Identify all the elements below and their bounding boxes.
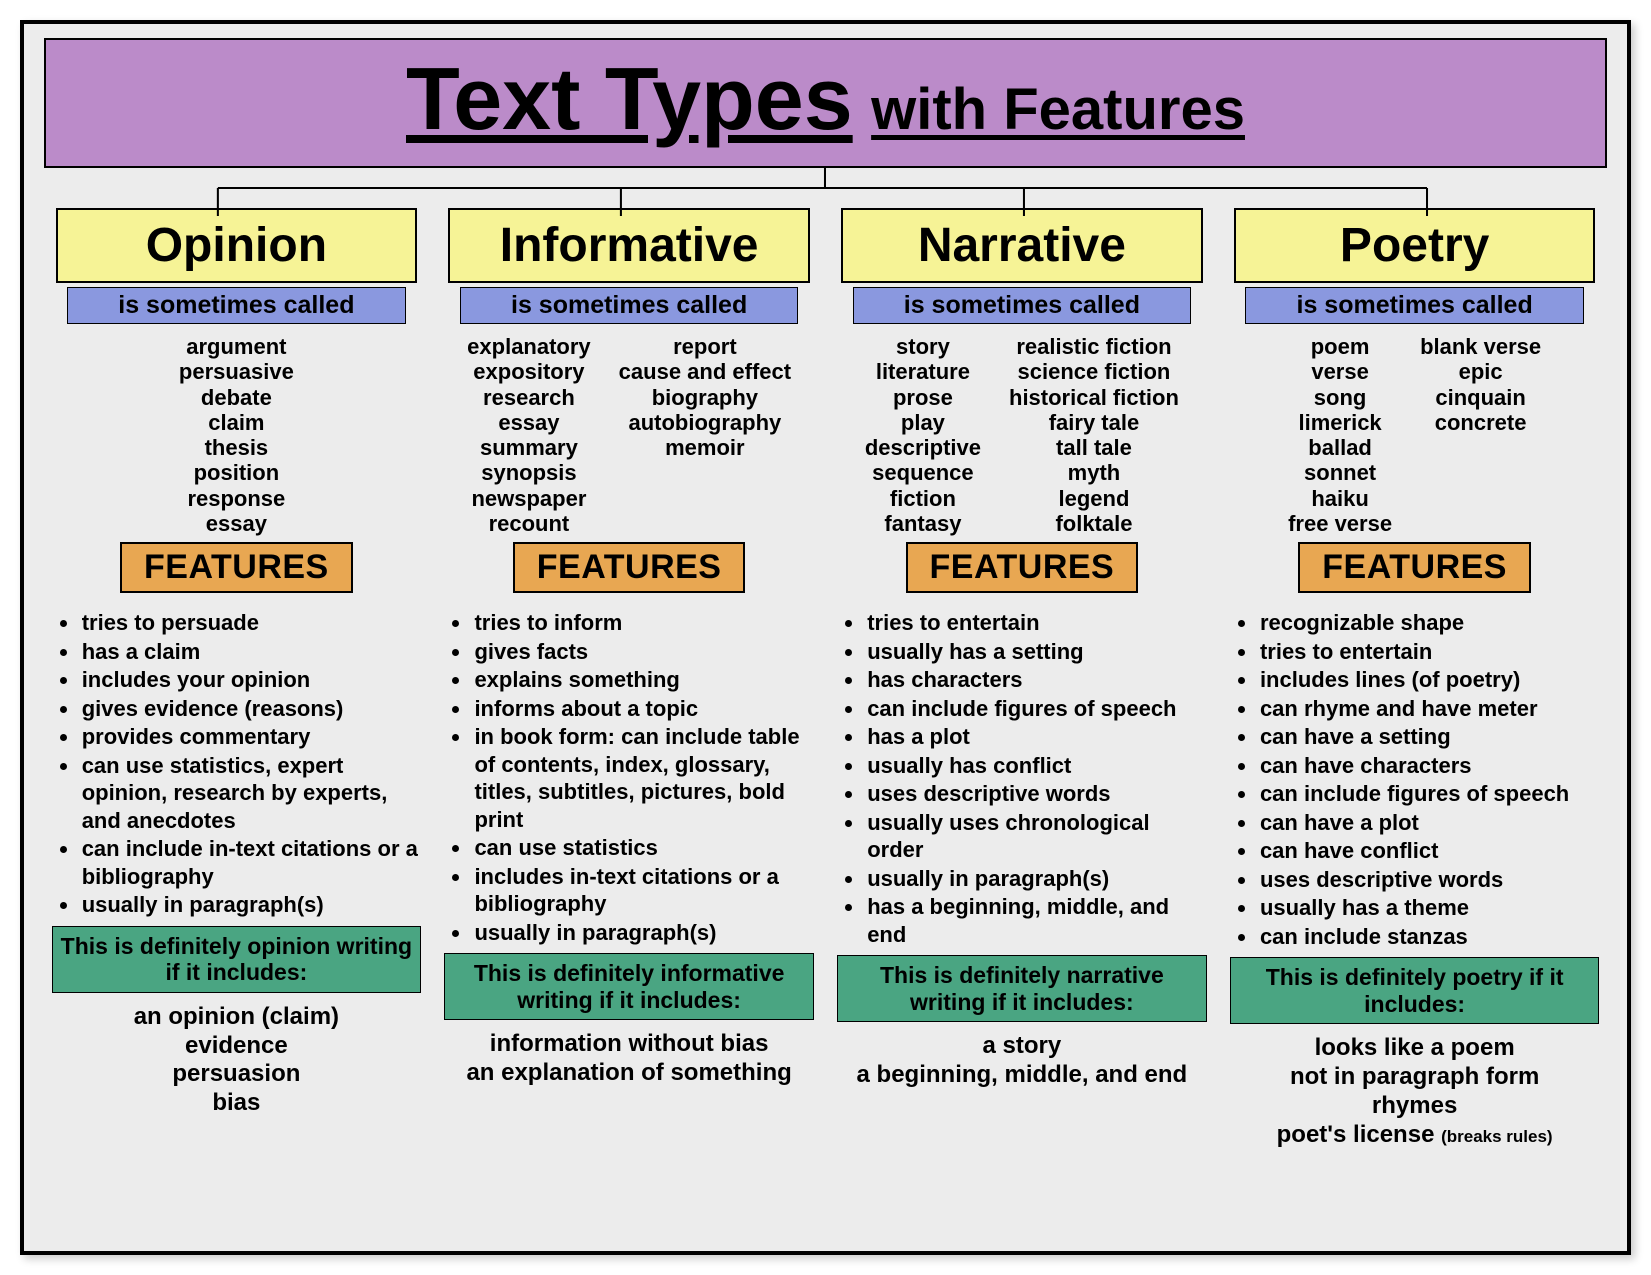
- feature-item: tries to entertain: [865, 609, 1206, 637]
- title-sub: with Features: [871, 77, 1245, 142]
- feature-item: usually has conflict: [865, 752, 1206, 780]
- feature-item: can have characters: [1258, 752, 1599, 780]
- alias-column: explanatoryexpositoryresearchessaysummar…: [467, 334, 591, 536]
- definitely-box: This is definitely opinion writing if it…: [52, 926, 421, 993]
- includes-list: looks like a poemnot in paragraph formrh…: [1230, 1034, 1599, 1149]
- feature-item: usually uses chronological order: [865, 809, 1206, 864]
- features-list: tries to persuadehas a claimincludes you…: [52, 609, 421, 920]
- features-list: tries to informgives factsexplains somet…: [444, 609, 813, 947]
- feature-item: can include figures of speech: [865, 695, 1206, 723]
- feature-item: can include in-text citations or a bibli…: [80, 835, 421, 890]
- title-main: Text Types: [406, 49, 853, 148]
- feature-item: can include stanzas: [1258, 923, 1599, 951]
- feature-item: includes your opinion: [80, 666, 421, 694]
- feature-item: usually in paragraph(s): [80, 891, 421, 919]
- feature-item: can rhyme and have meter: [1258, 695, 1599, 723]
- feature-item: explains something: [472, 666, 813, 694]
- features-label: FEATURES: [120, 542, 353, 593]
- category-header: Poetry: [1234, 208, 1596, 283]
- feature-item: can use statistics: [472, 834, 813, 862]
- definitely-box: This is definitely informative writing i…: [444, 953, 813, 1020]
- aliases: storyliteratureproseplaydescriptiveseque…: [841, 334, 1203, 536]
- feature-item: recognizable shape: [1258, 609, 1599, 637]
- feature-item: has a beginning, middle, and end: [865, 893, 1206, 948]
- alias-column: reportcause and effectbiographyautobiogr…: [619, 334, 791, 536]
- features-list: recognizable shapetries to entertainincl…: [1230, 609, 1599, 951]
- category-header: Opinion: [56, 208, 418, 283]
- feature-item: uses descriptive words: [865, 780, 1206, 808]
- category-header: Informative: [448, 208, 810, 283]
- includes-list: an opinion (claim)evidencepersuasionbias: [52, 1003, 421, 1118]
- feature-item: tries to persuade: [80, 609, 421, 637]
- feature-item: has characters: [865, 666, 1206, 694]
- includes-list: a storya beginning, middle, and end: [837, 1032, 1206, 1090]
- feature-item: gives facts: [472, 638, 813, 666]
- definitely-box: This is definitely poetry if it includes…: [1230, 957, 1599, 1024]
- feature-item: gives evidence (reasons): [80, 695, 421, 723]
- alias-column: poemversesonglimerickballadsonnethaikufr…: [1288, 334, 1392, 536]
- features-label: FEATURES: [1298, 542, 1531, 593]
- category-header: Narrative: [841, 208, 1203, 283]
- column-poetry: Poetry is sometimes called poemversesongli…: [1222, 208, 1607, 1149]
- feature-item: usually has a setting: [865, 638, 1206, 666]
- sometimes-called-label: is sometimes called: [67, 287, 406, 324]
- feature-item: in book form: can include table of conte…: [472, 723, 813, 833]
- feature-item: includes lines (of poetry): [1258, 666, 1599, 694]
- feature-item: can have conflict: [1258, 837, 1599, 865]
- sometimes-called-label: is sometimes called: [853, 287, 1192, 324]
- columns-container: Opinion is sometimes called argumentpersua…: [44, 208, 1607, 1149]
- column-narrative: Narrative is sometimes called storyliterat…: [830, 208, 1215, 1149]
- feature-item: usually in paragraph(s): [865, 865, 1206, 893]
- feature-item: informs about a topic: [472, 695, 813, 723]
- includes-list: information without biasan explanation o…: [444, 1030, 813, 1088]
- features-list: tries to entertainusually has a settingh…: [837, 609, 1206, 949]
- aliases: poemversesonglimerickballadsonnethaikufr…: [1234, 334, 1596, 536]
- feature-item: tries to entertain: [1258, 638, 1599, 666]
- feature-item: can have a setting: [1258, 723, 1599, 751]
- feature-item: tries to inform: [472, 609, 813, 637]
- title-bar: Text Types with Features: [44, 38, 1607, 168]
- alias-column: argumentpersuasivedebateclaimthesisposit…: [179, 334, 294, 536]
- alias-column: realistic fictionscience fictionhistoric…: [1009, 334, 1179, 536]
- definitely-box: This is definitely narrative writing if …: [837, 955, 1206, 1022]
- feature-item: can include figures of speech: [1258, 780, 1599, 808]
- feature-item: usually has a theme: [1258, 894, 1599, 922]
- features-label: FEATURES: [906, 542, 1139, 593]
- alias-column: blank verseepiccinquainconcrete: [1420, 334, 1541, 536]
- features-label: FEATURES: [513, 542, 746, 593]
- feature-item: has a plot: [865, 723, 1206, 751]
- feature-item: provides commentary: [80, 723, 421, 751]
- column-opinion: Opinion is sometimes called argumentpersua…: [44, 208, 429, 1149]
- feature-item: includes in-text citations or a bibliogr…: [472, 863, 813, 918]
- alias-column: storyliteratureproseplaydescriptiveseque…: [865, 334, 981, 536]
- sometimes-called-label: is sometimes called: [460, 287, 799, 324]
- aliases: argumentpersuasivedebateclaimthesisposit…: [56, 334, 418, 536]
- column-informative: Informative is sometimes called explanator…: [437, 208, 822, 1149]
- feature-item: has a claim: [80, 638, 421, 666]
- diagram-frame: Text Types with Features Opinion is somet…: [20, 20, 1631, 1255]
- feature-item: uses descriptive words: [1258, 866, 1599, 894]
- feature-item: can have a plot: [1258, 809, 1599, 837]
- feature-item: can use statistics, expert opinion, rese…: [80, 752, 421, 835]
- feature-item: usually in paragraph(s): [472, 919, 813, 947]
- sometimes-called-label: is sometimes called: [1245, 287, 1584, 324]
- aliases: explanatoryexpositoryresearchessaysummar…: [448, 334, 810, 536]
